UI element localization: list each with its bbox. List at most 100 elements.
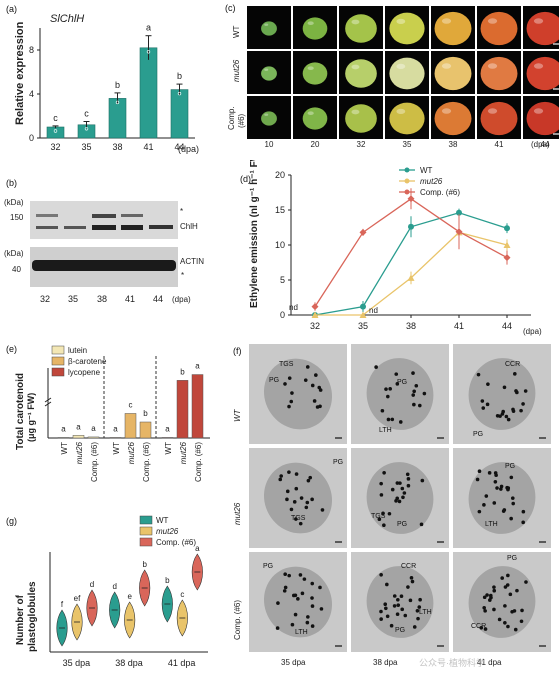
panel-e-sig-letter: a bbox=[61, 424, 66, 433]
panel-a-bar bbox=[139, 47, 158, 139]
tem-plastoglobule bbox=[293, 593, 298, 598]
tem-plastoglobule bbox=[292, 500, 297, 504]
tem-plastoglobule bbox=[500, 412, 505, 416]
panel-a-sig-letter: c bbox=[84, 109, 89, 119]
tem-annotation-label: CCR bbox=[401, 563, 416, 570]
blot-lane-label: 35 bbox=[68, 294, 78, 304]
panel-e-bar bbox=[87, 436, 100, 439]
fruit-day-label: 44 bbox=[541, 140, 550, 149]
panel-e-bar bbox=[191, 374, 204, 439]
panel-e-sig-letter: a bbox=[113, 424, 118, 433]
tem-plastoglobule bbox=[410, 579, 415, 584]
panel-e-plot-area: a WT a mut26 a Comp. (#6) a WT c mut26 b Comp. (#6)… bbox=[44, 356, 210, 482]
tem-plastoglobule bbox=[395, 612, 400, 617]
panel-c-row-comp-line2: (#6) bbox=[237, 113, 246, 128]
blot-lane-label: 41 bbox=[125, 294, 135, 304]
panel-d-series-line bbox=[314, 198, 508, 307]
fruit-day-labels: 10 20 32 35 38 41 44 bbox=[265, 140, 550, 149]
panel-e-ylabel-line2: (μg g⁻¹ FW) bbox=[26, 393, 36, 442]
tem-plastoglobule bbox=[396, 597, 400, 602]
panel-d-point bbox=[359, 228, 367, 236]
blot-chlh-band bbox=[36, 214, 58, 217]
panel-a-bar bbox=[170, 89, 189, 139]
panel-e-legend-label: lycopene bbox=[68, 368, 101, 377]
panel-d-point bbox=[407, 195, 415, 203]
tem-plastoglobule bbox=[406, 585, 410, 589]
panel-d-ylabel: Ethylene emission (nl g⁻¹ h⁻¹ FW) bbox=[249, 160, 260, 308]
tem-plastoglobule bbox=[381, 511, 385, 516]
tem-plastoglobule bbox=[283, 382, 287, 386]
panel-a-xtick-label: 41 bbox=[143, 142, 153, 152]
tem-annotation-label: TGS bbox=[371, 513, 386, 520]
fruit-image bbox=[480, 101, 518, 136]
tem-plastoglobule bbox=[411, 393, 416, 397]
tem-plastoglobule bbox=[390, 487, 395, 492]
tem-plastoglobule bbox=[515, 588, 519, 593]
tem-plastoglobule bbox=[314, 373, 318, 377]
tem-annotation-label: PG bbox=[333, 459, 343, 466]
tem-plastoglobule bbox=[318, 388, 323, 392]
panel-a-ytick-label: 4 bbox=[29, 89, 34, 99]
fruit-image bbox=[345, 14, 377, 43]
panel-d-legend-label: WT bbox=[420, 166, 433, 175]
fruit-image bbox=[434, 11, 472, 46]
panel-a-point bbox=[177, 91, 182, 96]
tem-plastoglobule bbox=[310, 383, 315, 388]
panel-g-legend-swatch bbox=[139, 515, 153, 525]
panel-c-row-comp: Comp. bbox=[227, 106, 236, 130]
panel-d-ytick-label: 20 bbox=[275, 170, 285, 180]
panel-d-legend: WT mut26 Comp. (#6) bbox=[399, 166, 460, 197]
fruit-image bbox=[302, 17, 328, 40]
panel-d-point bbox=[407, 274, 415, 281]
panel-e-letter: (e) bbox=[6, 344, 17, 354]
tem-plastoglobule bbox=[310, 624, 315, 628]
tem-annotation-label: LTH bbox=[485, 521, 498, 528]
tem-plastoglobule bbox=[387, 511, 392, 516]
tem-plastoglobule bbox=[294, 472, 299, 476]
panel-f-tem-micrographs: (f) WT mut26 Comp. (#6) TGS PG PG LTH CCR PG P… bbox=[233, 344, 551, 668]
panel-a-ytick-label: 0 bbox=[29, 133, 34, 143]
panel-g-letter: (g) bbox=[6, 516, 17, 526]
tem-plastoglobule bbox=[303, 378, 308, 382]
panel-d-letter: (d) bbox=[240, 174, 251, 184]
panel-g-sig-letter: c bbox=[180, 590, 184, 599]
tem-plastoglobule bbox=[276, 601, 280, 605]
tem-plastoglobule bbox=[475, 477, 480, 482]
tem-plastoglobule bbox=[509, 475, 514, 480]
tem-plastoglobule bbox=[512, 609, 517, 613]
panel-d-nd-label: nd bbox=[289, 303, 298, 312]
fruit-highlight bbox=[307, 66, 314, 71]
tem-plastoglobule bbox=[383, 602, 388, 607]
panel-g-legend-label: WT bbox=[156, 516, 169, 525]
tem-plastoglobule bbox=[379, 573, 383, 577]
tem-plastoglobule bbox=[402, 491, 407, 495]
panel-d-xtick-label: 41 bbox=[454, 321, 464, 331]
fruit-highlight bbox=[307, 21, 314, 26]
blot-star-bottom: * bbox=[181, 271, 184, 280]
fruit-image bbox=[261, 21, 277, 36]
panel-e-axis-break bbox=[44, 401, 52, 407]
tem-plastoglobule bbox=[296, 597, 300, 601]
panel-g-plastoglobule-chart: (g) Number of plastoglobules WT mut26 Comp… bbox=[6, 515, 208, 668]
tem-plastoglobule bbox=[298, 521, 303, 526]
panel-e-sig-letter: c bbox=[129, 400, 133, 409]
panel-a-xtick-label: 35 bbox=[81, 142, 91, 152]
panel-a-chart: (a) SlChlH Relative expression 0 4 8 c 32 c 35… bbox=[6, 4, 199, 154]
tem-plastoglobule bbox=[406, 477, 411, 481]
fruit-image bbox=[480, 56, 518, 91]
tem-plastoglobule bbox=[495, 486, 499, 490]
panel-a-ylabel: Relative expression bbox=[14, 21, 26, 125]
panel-g-legend-swatch bbox=[139, 537, 153, 547]
tem-plastoglobule bbox=[415, 608, 420, 613]
tem-plastoglobule bbox=[511, 501, 516, 506]
tem-plastoglobule bbox=[290, 391, 294, 395]
tem-plastoglobule bbox=[312, 399, 317, 403]
panel-g-sig-letter: b bbox=[142, 560, 147, 569]
tem-plastoglobule bbox=[524, 580, 528, 584]
tem-plastoglobule bbox=[506, 486, 511, 490]
tem-plastoglobule bbox=[521, 402, 525, 406]
fruit-day-label: 32 bbox=[357, 140, 366, 149]
fruit-image bbox=[261, 66, 277, 81]
blot-star-top: * bbox=[180, 207, 183, 216]
tem-plastoglobule bbox=[287, 404, 291, 409]
